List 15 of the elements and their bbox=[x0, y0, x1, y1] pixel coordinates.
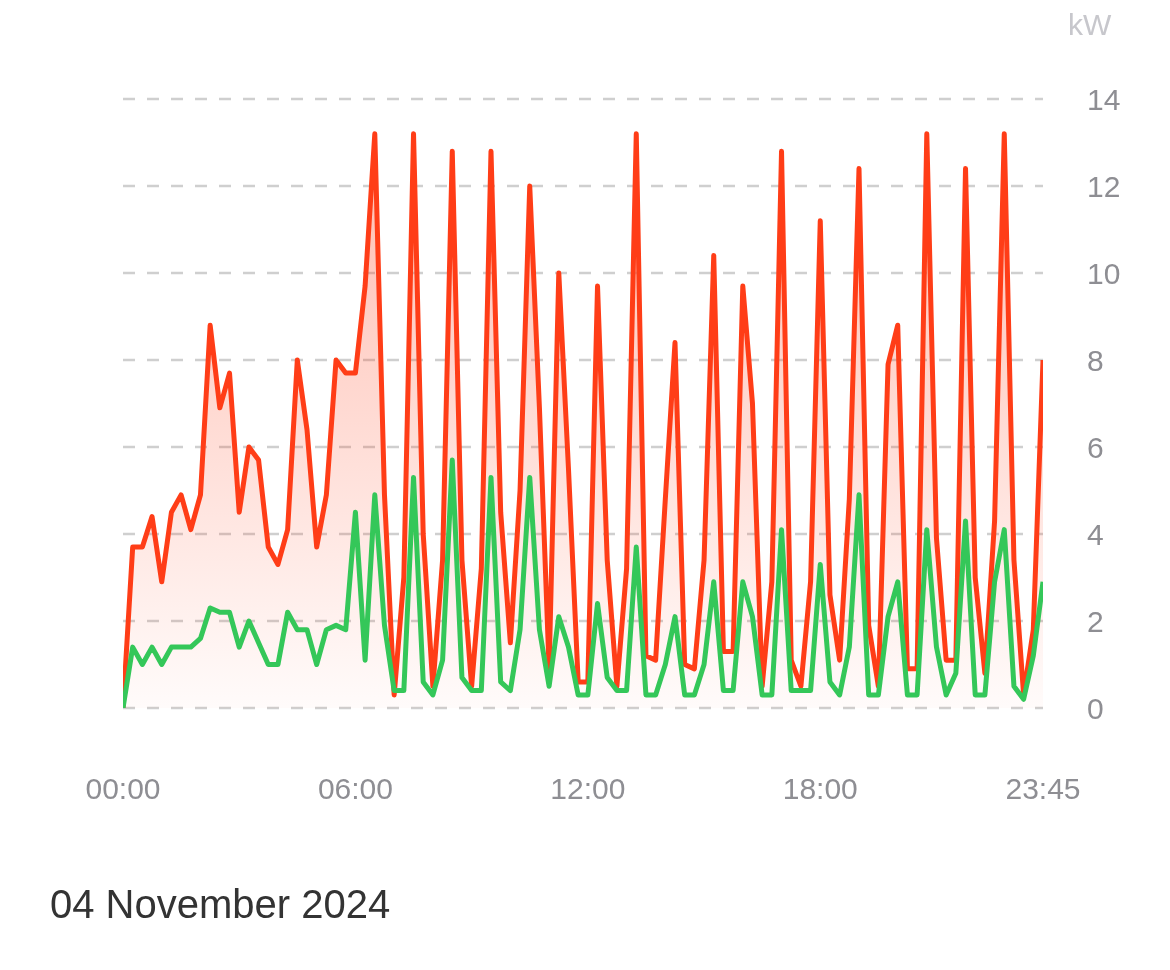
text: 04 November 2024 bbox=[50, 882, 392, 927]
x-tick-label: 06:00 bbox=[317, 772, 393, 806]
y-tick-label: 12 bbox=[1087, 169, 1121, 203]
y-tick-label: 10 bbox=[1087, 256, 1121, 290]
x-tick-label: 00:00 bbox=[85, 772, 161, 806]
y-axis-title: kW bbox=[1068, 8, 1112, 42]
x-tick-label: 12:00 bbox=[550, 772, 626, 806]
y-tick-label: 8 bbox=[1087, 343, 1104, 377]
y-tick-label: 2 bbox=[1087, 604, 1104, 638]
y-tick-label: 6 bbox=[1087, 430, 1104, 464]
y-tick-label: 14 bbox=[1087, 82, 1121, 116]
y-tick-label: 4 bbox=[1087, 517, 1104, 551]
y-tick-label: 0 bbox=[1087, 691, 1104, 725]
x-tick-label: 18:00 bbox=[782, 772, 858, 806]
x-tick-label: 23:45 bbox=[1005, 772, 1081, 806]
